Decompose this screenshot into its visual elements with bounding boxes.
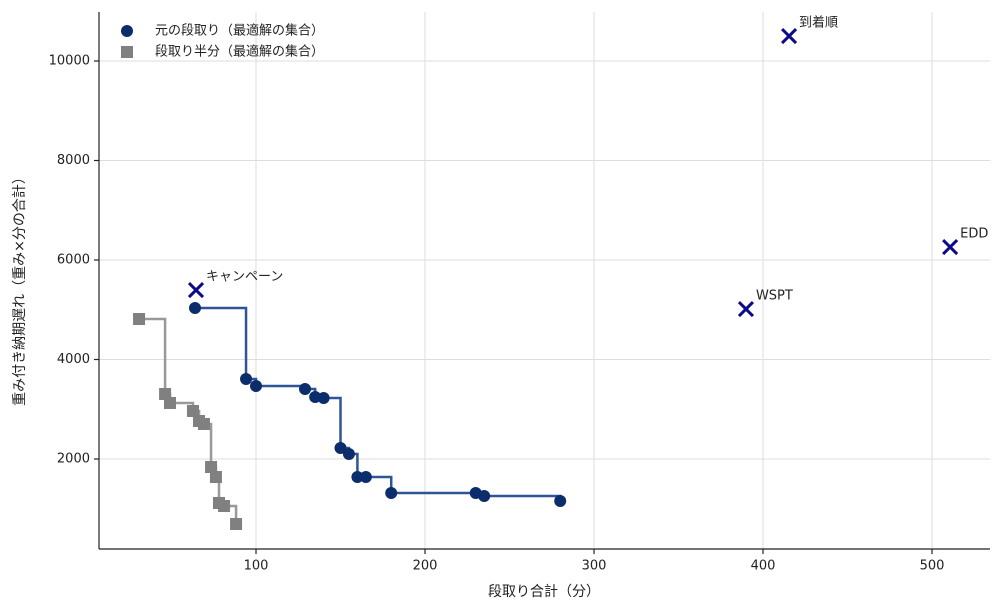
marker [299, 383, 312, 396]
step-segment [139, 317, 167, 394]
marker [250, 380, 263, 393]
x-axis-label: 段取り合計（分） [488, 584, 600, 600]
annotation-label: キャンペーン [206, 270, 283, 285]
x-tick-label: 300 [582, 559, 607, 574]
marker [205, 461, 218, 474]
marker [188, 302, 201, 315]
y-tick-label: 6000 [57, 253, 90, 268]
marker [218, 500, 231, 513]
y-tick-label: 2000 [57, 452, 90, 467]
marker [385, 486, 398, 499]
x-marker [780, 27, 798, 45]
step-segment [194, 306, 248, 380]
x-tick-label: 200 [413, 559, 438, 574]
annotation-label: WSPT [756, 289, 793, 304]
y-tick-label: 4000 [57, 352, 90, 367]
x-marker [942, 238, 959, 256]
y-tick-label: 8000 [57, 153, 90, 168]
legend: 元の段取り（最適解の集合） 段取り半分（最適解の集合） [121, 23, 324, 60]
x-marker [737, 300, 755, 318]
x-tick-label: 100 [244, 559, 269, 574]
marker [230, 518, 243, 531]
marker [159, 387, 172, 400]
x-tick-label: 400 [751, 559, 776, 574]
legend-marker [121, 25, 133, 37]
grid [99, 12, 990, 549]
legend-label: 元の段取り（最適解の集合） [155, 23, 324, 39]
marker [334, 442, 347, 455]
marker [163, 396, 176, 409]
legend-marker [121, 46, 133, 58]
x-tick-label: 500 [920, 559, 945, 574]
x-marker [187, 281, 205, 299]
marker [554, 494, 567, 507]
marker [359, 471, 372, 484]
marker [197, 417, 210, 430]
marker [209, 471, 222, 484]
y-axis-label: 重み付き納期遅れ（重み×分の合計） [12, 170, 28, 406]
annotation-label: 到着順 [799, 15, 838, 31]
plot-area: キャンペーン WSPT 到着順 EDD [133, 15, 988, 531]
marker [240, 373, 253, 386]
y-tick-label: 10000 [49, 54, 90, 69]
marker [478, 490, 491, 503]
marker [351, 471, 364, 484]
legend-label: 段取り半分（最適解の集合） [155, 44, 324, 60]
marker [133, 313, 146, 326]
marker [186, 404, 199, 417]
marker [342, 448, 355, 461]
marker [317, 392, 330, 405]
annotation-label: EDD [960, 227, 988, 242]
